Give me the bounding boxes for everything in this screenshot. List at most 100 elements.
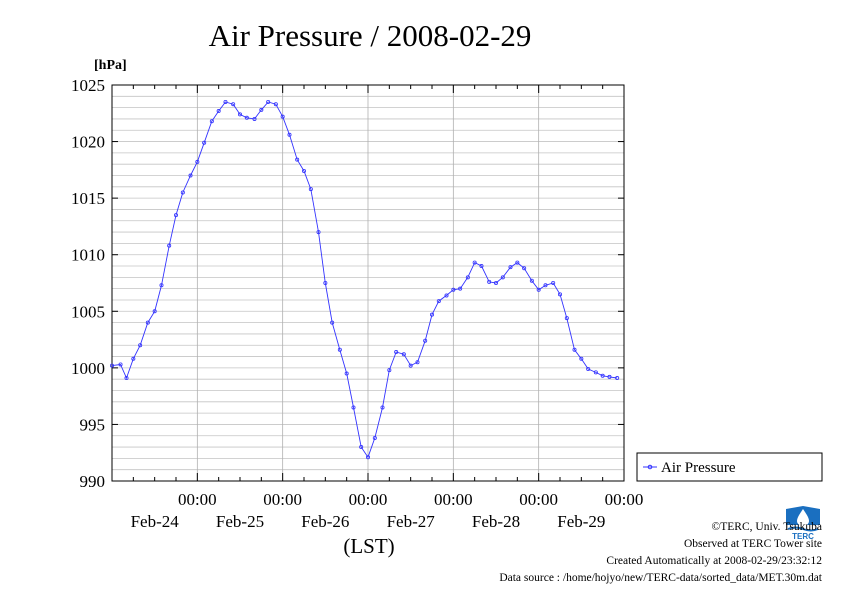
data-point — [152, 309, 157, 314]
data-point — [408, 363, 413, 368]
data-point — [365, 455, 370, 460]
legend-marker — [647, 464, 653, 470]
data-point — [451, 287, 456, 292]
data-point — [188, 173, 193, 178]
data-point — [124, 376, 129, 381]
data-point — [572, 347, 577, 352]
data-point — [308, 187, 313, 192]
data-point — [131, 356, 136, 361]
data-point — [479, 264, 484, 269]
x-tick-time-label: 00:00 — [434, 490, 473, 509]
data-point — [138, 343, 143, 348]
data-point — [394, 350, 399, 355]
data-point — [423, 338, 428, 343]
data-point — [180, 190, 185, 195]
data-point — [195, 159, 200, 164]
y-tick-label: 1005 — [71, 302, 105, 321]
data-point — [351, 405, 356, 410]
data-point — [216, 109, 221, 114]
legend: Air Pressure — [636, 452, 823, 482]
data-point — [586, 366, 591, 371]
x-tick-date-label: Feb-28 — [472, 512, 520, 531]
data-point — [444, 293, 449, 298]
data-point — [231, 102, 236, 107]
y-tick-label: 1020 — [71, 133, 105, 152]
observed-site-text: Observed at TERC Tower site — [683, 538, 822, 550]
legend-box — [636, 452, 823, 482]
data-point — [429, 312, 434, 317]
x-axis-ticks: 00:00 Feb-24 00:00 Feb-25 00:00 Feb-26 00:00 Fe… — [111, 85, 644, 531]
data-point — [110, 363, 115, 368]
data-point — [330, 320, 335, 325]
data-point — [202, 140, 207, 145]
y-axis-unit-label: [hPa] — [94, 58, 127, 73]
data-point — [237, 112, 242, 117]
data-point — [145, 320, 150, 325]
data-point — [543, 283, 548, 288]
x-tick-date-label: Feb-24 — [131, 512, 180, 531]
x-tick-date-label: Feb-25 — [216, 512, 264, 531]
data-point — [593, 370, 598, 375]
x-tick-time-label: 00:00 — [605, 490, 644, 509]
data-source-text: Data source : /home/hojyo/new/TERC-data/… — [499, 572, 822, 584]
y-tick-label: 1015 — [71, 189, 105, 208]
x-axis-label: (LST) — [343, 534, 394, 558]
y-tick-label: 995 — [80, 415, 106, 434]
data-point — [209, 119, 214, 124]
data-point — [244, 115, 249, 120]
data-point — [493, 280, 498, 285]
data-point — [323, 280, 328, 285]
created-timestamp-text: Created Automatically at 2008-02-29/23:3… — [606, 555, 822, 567]
grid — [112, 85, 624, 481]
data-point — [458, 286, 463, 291]
x-tick-date-label: Feb-26 — [301, 512, 349, 531]
data-point — [615, 376, 620, 381]
terc-logo: TERC — [783, 503, 823, 541]
data-point — [167, 243, 172, 248]
data-point — [487, 279, 492, 284]
data-point — [118, 362, 123, 367]
data-point — [579, 356, 584, 361]
series-air-pressure — [110, 99, 620, 460]
copyright-text: ©TERC, Univ. Tsukuba — [711, 521, 822, 533]
data-point — [500, 275, 505, 280]
x-tick-time-label: 00:00 — [519, 490, 558, 509]
data-point — [295, 157, 300, 162]
data-point — [280, 114, 285, 119]
data-point — [266, 99, 271, 104]
data-point — [173, 213, 178, 218]
data-point — [551, 280, 556, 285]
data-point — [337, 347, 342, 352]
data-point — [472, 260, 477, 265]
data-point — [159, 283, 164, 288]
data-point — [316, 230, 321, 235]
data-point — [436, 299, 441, 304]
data-point — [359, 445, 364, 450]
data-point — [558, 292, 563, 297]
data-point — [465, 275, 470, 280]
x-tick-time-label: 00:00 — [178, 490, 217, 509]
data-point — [529, 278, 534, 283]
data-point — [415, 360, 420, 365]
logo-text: TERC — [792, 532, 814, 541]
y-tick-label: 1000 — [71, 359, 105, 378]
data-point — [607, 374, 612, 379]
data-point — [344, 371, 349, 376]
data-point — [387, 368, 392, 373]
data-point — [508, 265, 513, 270]
data-point — [380, 405, 385, 410]
data-point — [564, 316, 569, 321]
y-tick-label: 990 — [80, 472, 106, 491]
y-tick-label: 1010 — [71, 246, 105, 265]
x-tick-date-label: Feb-27 — [387, 512, 436, 531]
data-point — [287, 132, 292, 137]
data-point — [301, 168, 306, 173]
data-point — [259, 107, 264, 112]
data-point — [273, 102, 278, 107]
data-point — [536, 287, 541, 292]
y-axis-ticks: 990 995 1000 1005 1010 1015 1020 1025 — [71, 76, 624, 491]
chart-title: Air Pressure / 2008-02-29 — [209, 18, 532, 53]
data-point — [252, 116, 257, 121]
data-point — [401, 352, 406, 357]
